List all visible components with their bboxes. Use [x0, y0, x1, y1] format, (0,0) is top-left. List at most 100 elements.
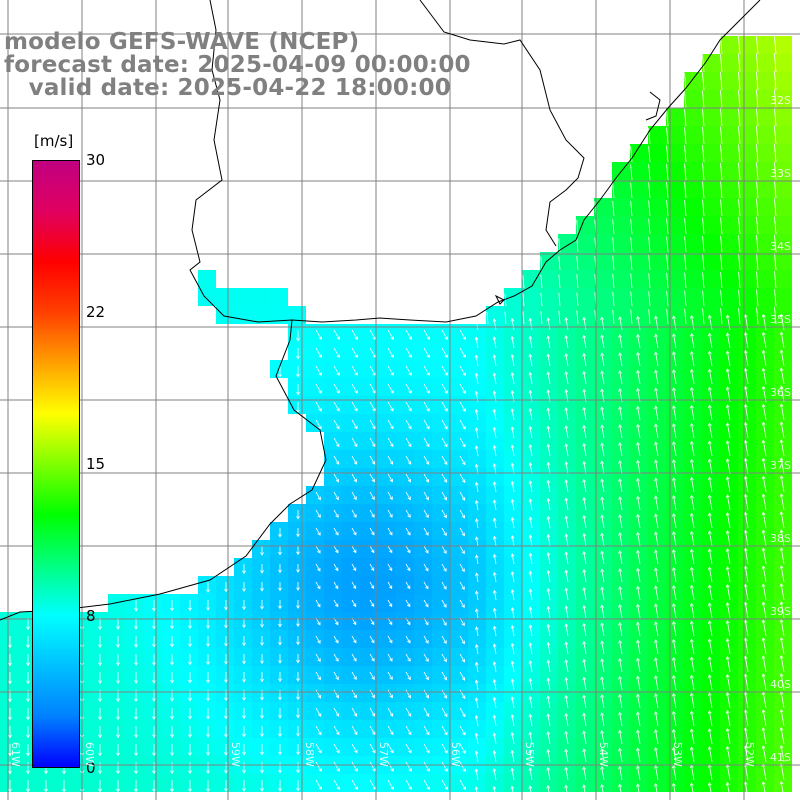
field-cell: [738, 198, 756, 216]
wind-arrow: [726, 440, 731, 457]
wind-arrow: [387, 635, 393, 643]
wind-arrow-head: [317, 676, 321, 681]
field-cell: [684, 108, 702, 126]
wind-arrow: [666, 236, 669, 253]
wind-arrow-head: [725, 494, 730, 498]
wind-arrow: [351, 401, 358, 412]
wind-arrow: [762, 781, 767, 799]
wind-arrow: [691, 495, 695, 511]
wind-arrow: [405, 509, 411, 518]
field-cell: [558, 342, 576, 360]
wind-arrow-head: [761, 439, 766, 444]
wind-arrow-head: [336, 354, 340, 358]
wind-arrow: [333, 329, 340, 340]
wind-arrow-head: [582, 352, 587, 357]
wind-arrow: [726, 530, 731, 547]
wind-arrow: [738, 71, 741, 91]
field-cell: [378, 504, 396, 522]
wind-arrow: [780, 350, 785, 367]
field-cell: [558, 540, 576, 558]
wind-arrow: [583, 695, 587, 709]
wind-arrow-head: [618, 675, 622, 680]
wind-arrow-head: [707, 386, 712, 391]
wind-arrow: [547, 552, 551, 565]
wind-arrow: [720, 90, 723, 109]
wind-arrow-head: [461, 622, 465, 627]
wind-arrow-head: [582, 370, 587, 375]
field-cell: [378, 702, 396, 720]
wind-arrow-head: [689, 494, 694, 499]
wind-arrow: [612, 201, 615, 217]
wind-arrow-head: [672, 549, 676, 553]
wind-arrow-head: [461, 497, 466, 501]
field-cell: [684, 126, 702, 144]
field-cell: [774, 612, 792, 630]
wind-arrow: [423, 437, 430, 447]
wind-arrow-head: [206, 643, 210, 647]
wind-arrow-head: [188, 752, 192, 756]
field-cell: [486, 630, 504, 648]
field-cell: [558, 666, 576, 684]
field-cell: [630, 432, 648, 450]
wind-arrow-head: [743, 601, 748, 606]
field-cell: [666, 558, 684, 576]
wind-arrow-head: [170, 716, 174, 720]
wind-arrow-head: [336, 443, 340, 448]
wind-arrow: [369, 761, 376, 772]
wind-arrow-head: [353, 514, 357, 518]
wind-arrow: [702, 181, 705, 199]
field-cell: [0, 774, 18, 792]
wind-arrow: [630, 200, 633, 217]
field-cell: [576, 360, 594, 378]
field-cell: [144, 720, 162, 738]
field-cell: [18, 630, 36, 648]
field-cell: [378, 450, 396, 468]
field-cell: [558, 648, 576, 666]
field-cell: [252, 558, 270, 576]
field-cell: [450, 594, 468, 612]
wind-arrow: [475, 644, 479, 655]
field-cell: [108, 666, 126, 684]
wind-arrow: [612, 309, 615, 325]
field-cell: [720, 738, 738, 756]
field-cell: [630, 738, 648, 756]
wind-arrow: [756, 253, 759, 271]
field-cell: [342, 720, 360, 738]
field-cell: [648, 450, 666, 468]
wind-arrow-head: [654, 567, 658, 572]
field-cell: [576, 522, 594, 540]
wind-arrow-head: [779, 439, 784, 444]
wind-arrow: [601, 443, 605, 457]
wind-arrow-head: [672, 584, 676, 589]
wind-arrow-head: [600, 460, 605, 465]
field-cell: [648, 144, 666, 162]
field-cell: [594, 558, 612, 576]
field-cell: [630, 198, 648, 216]
field-cell: [738, 684, 756, 702]
wind-arrow: [637, 783, 641, 799]
wind-arrow: [762, 727, 767, 745]
wind-arrow: [601, 335, 605, 349]
field-cell: [630, 234, 648, 252]
field-cell: [468, 414, 486, 432]
wind-arrow-head: [317, 640, 321, 644]
field-cell: [594, 468, 612, 486]
field-cell: [630, 558, 648, 576]
wind-arrow-head: [407, 478, 411, 483]
wind-arrow: [315, 491, 321, 500]
wind-arrow-head: [335, 514, 339, 518]
wind-arrow-head: [779, 421, 784, 426]
wind-arrow: [601, 515, 605, 529]
wind-arrow-head: [564, 748, 569, 753]
wind-arrow: [601, 407, 605, 421]
wind-arrow: [547, 785, 551, 799]
wind-arrow: [369, 707, 375, 717]
wind-arrow-head: [444, 354, 448, 359]
wind-arrow: [791, 52, 795, 73]
field-cell: [252, 306, 270, 324]
wind-arrow-head: [654, 639, 658, 643]
wind-arrow-head: [725, 781, 730, 786]
wind-arrow-head: [689, 656, 694, 661]
wind-arrow-head: [390, 336, 394, 341]
